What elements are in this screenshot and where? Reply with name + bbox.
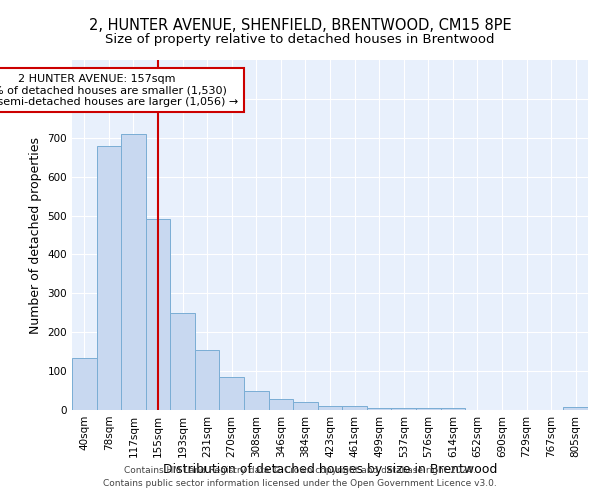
Text: 2 HUNTER AVENUE: 157sqm
← 58% of detached houses are smaller (1,530)
40% of semi: 2 HUNTER AVENUE: 157sqm ← 58% of detache…: [0, 74, 238, 107]
Bar: [195, 350, 220, 410]
Y-axis label: Number of detached properties: Number of detached properties: [29, 136, 42, 334]
Bar: [367, 408, 391, 410]
Text: 2, HUNTER AVENUE, SHENFIELD, BRENTWOOD, CM15 8PE: 2, HUNTER AVENUE, SHENFIELD, BRENTWOOD, …: [89, 18, 511, 32]
Bar: [563, 407, 588, 410]
Bar: [416, 408, 440, 410]
Bar: [97, 146, 121, 410]
Bar: [146, 220, 170, 410]
Bar: [293, 402, 318, 410]
Bar: [170, 313, 195, 410]
Bar: [72, 358, 97, 410]
Bar: [121, 134, 146, 410]
Bar: [391, 408, 416, 410]
Bar: [220, 377, 244, 410]
Bar: [244, 390, 269, 410]
Bar: [269, 399, 293, 410]
Bar: [440, 408, 465, 410]
Bar: [342, 406, 367, 410]
Text: Contains HM Land Registry data © Crown copyright and database right 2024.
Contai: Contains HM Land Registry data © Crown c…: [103, 466, 497, 487]
Bar: [318, 406, 342, 410]
Text: Size of property relative to detached houses in Brentwood: Size of property relative to detached ho…: [105, 32, 495, 46]
X-axis label: Distribution of detached houses by size in Brentwood: Distribution of detached houses by size …: [163, 462, 497, 475]
